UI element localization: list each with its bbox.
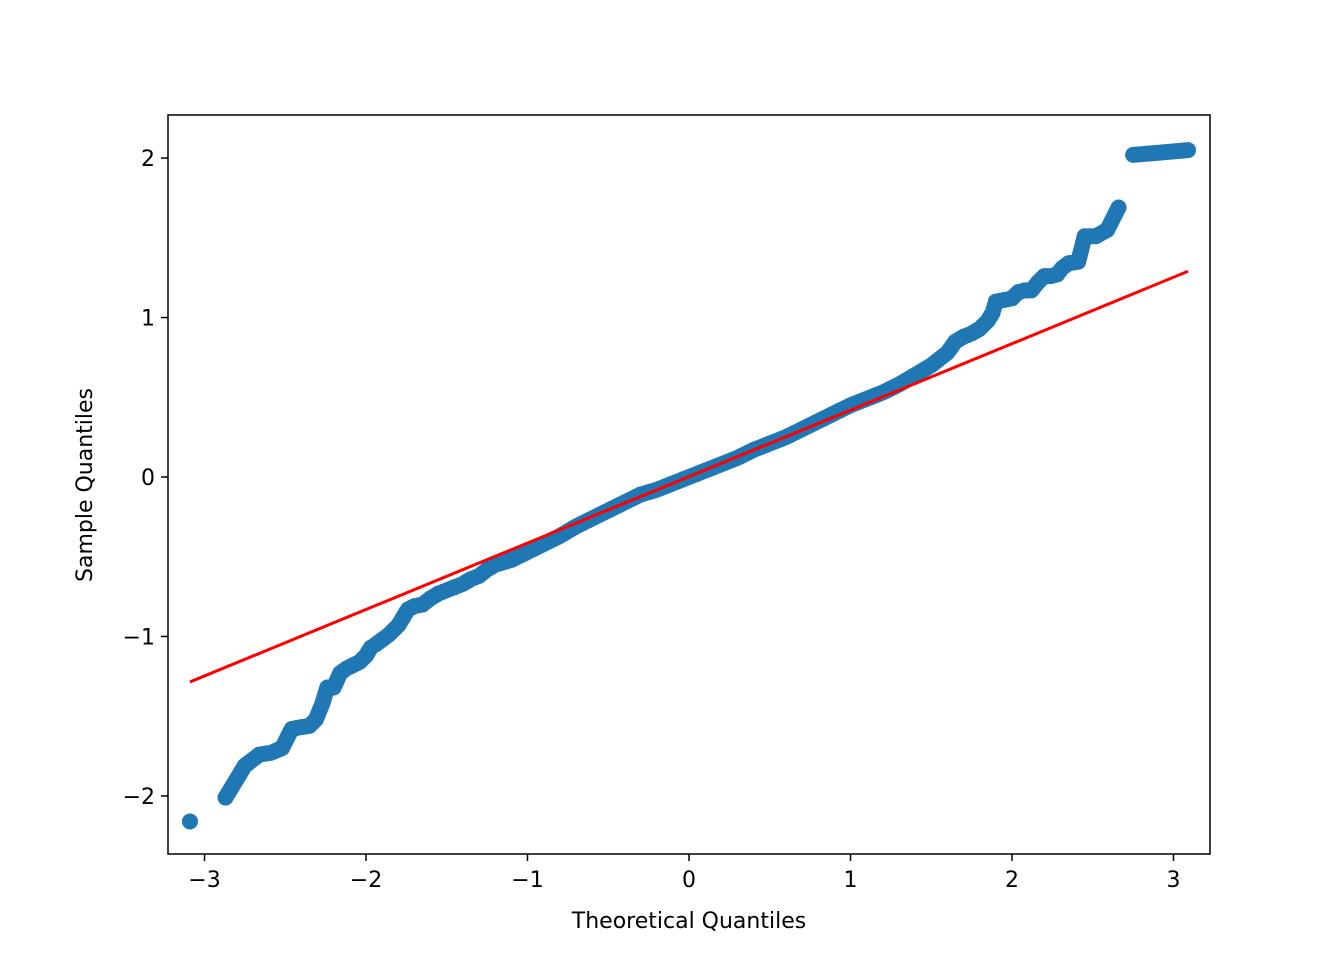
qq-point [307, 711, 324, 728]
x-tick-label: 1 [844, 868, 858, 893]
qq-point [907, 366, 924, 383]
y-tick-label: 2 [141, 147, 155, 172]
qq-point [1099, 221, 1116, 238]
qq-point [236, 757, 253, 774]
x-tick-label: −2 [350, 868, 382, 893]
x-axis-ticks: −3 −2 −1 0 1 2 3 [188, 854, 1181, 893]
qq-point [519, 543, 536, 560]
x-tick-label: 0 [682, 868, 696, 893]
reference-line [189, 269, 1189, 684]
qq-point [1110, 199, 1127, 216]
y-tick-label: −1 [123, 625, 155, 650]
qq-point [1144, 145, 1161, 162]
qq-point [325, 679, 342, 696]
x-axis-label: Theoretical Quantiles [571, 909, 806, 934]
qq-point [217, 789, 234, 806]
y-axis-label: Sample Quantiles [73, 388, 98, 582]
y-tick-label: 1 [141, 307, 155, 332]
qq-point [535, 535, 552, 552]
x-tick-label: 2 [1005, 868, 1019, 893]
qq-point [314, 695, 331, 712]
qq-point [274, 740, 291, 757]
x-tick-label: 3 [1167, 868, 1181, 893]
qq-point [503, 551, 520, 568]
qq-point [1070, 253, 1087, 270]
y-tick-label: −2 [123, 785, 155, 810]
qq-point [181, 813, 198, 830]
y-axis-ticks: −2 −1 0 1 2 [123, 147, 168, 810]
qq-point [939, 344, 956, 361]
qq-point [487, 556, 504, 573]
qq-point [1180, 142, 1197, 159]
y-tick-label: 0 [141, 466, 155, 491]
qq-point [1125, 146, 1142, 163]
x-tick-label: −1 [511, 868, 543, 893]
x-tick-label: −3 [188, 868, 220, 893]
qq-point [1076, 228, 1093, 245]
